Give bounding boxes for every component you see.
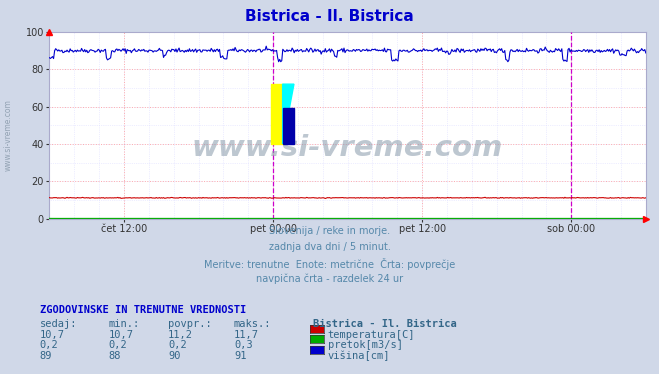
Text: www.si-vreme.com: www.si-vreme.com — [192, 134, 503, 162]
Polygon shape — [283, 84, 294, 144]
Text: 10,7: 10,7 — [40, 330, 65, 340]
Text: 10,7: 10,7 — [109, 330, 134, 340]
Polygon shape — [283, 108, 294, 144]
Text: Bistrica - Il. Bistrica: Bistrica - Il. Bistrica — [245, 9, 414, 24]
Text: 11,2: 11,2 — [168, 330, 193, 340]
Text: zadnja dva dni / 5 minut.: zadnja dva dni / 5 minut. — [269, 242, 390, 252]
Text: Slovenija / reke in morje.: Slovenija / reke in morje. — [269, 226, 390, 236]
Text: 0,2: 0,2 — [168, 340, 186, 350]
Text: višina[cm]: višina[cm] — [328, 351, 390, 361]
Text: 0,2: 0,2 — [40, 340, 58, 350]
Text: 90: 90 — [168, 351, 181, 361]
Text: 91: 91 — [234, 351, 246, 361]
Text: navpična črta - razdelek 24 ur: navpična črta - razdelek 24 ur — [256, 273, 403, 284]
Text: ZGODOVINSKE IN TRENUTNE VREDNOSTI: ZGODOVINSKE IN TRENUTNE VREDNOSTI — [40, 305, 246, 315]
Text: Meritve: trenutne  Enote: metrične  Črta: povprečje: Meritve: trenutne Enote: metrične Črta: … — [204, 258, 455, 270]
Text: www.si-vreme.com: www.si-vreme.com — [3, 99, 13, 171]
Text: 11,7: 11,7 — [234, 330, 259, 340]
Text: maks.:: maks.: — [234, 319, 272, 329]
Text: povpr.:: povpr.: — [168, 319, 212, 329]
Text: temperatura[C]: temperatura[C] — [328, 330, 415, 340]
Text: 0,3: 0,3 — [234, 340, 252, 350]
Text: Bistrica - Il. Bistrica: Bistrica - Il. Bistrica — [313, 319, 457, 329]
Text: 0,2: 0,2 — [109, 340, 127, 350]
Text: 89: 89 — [40, 351, 52, 361]
Text: sedaj:: sedaj: — [40, 319, 77, 329]
Text: min.:: min.: — [109, 319, 140, 329]
Text: pretok[m3/s]: pretok[m3/s] — [328, 340, 403, 350]
Polygon shape — [272, 84, 283, 144]
Text: 88: 88 — [109, 351, 121, 361]
